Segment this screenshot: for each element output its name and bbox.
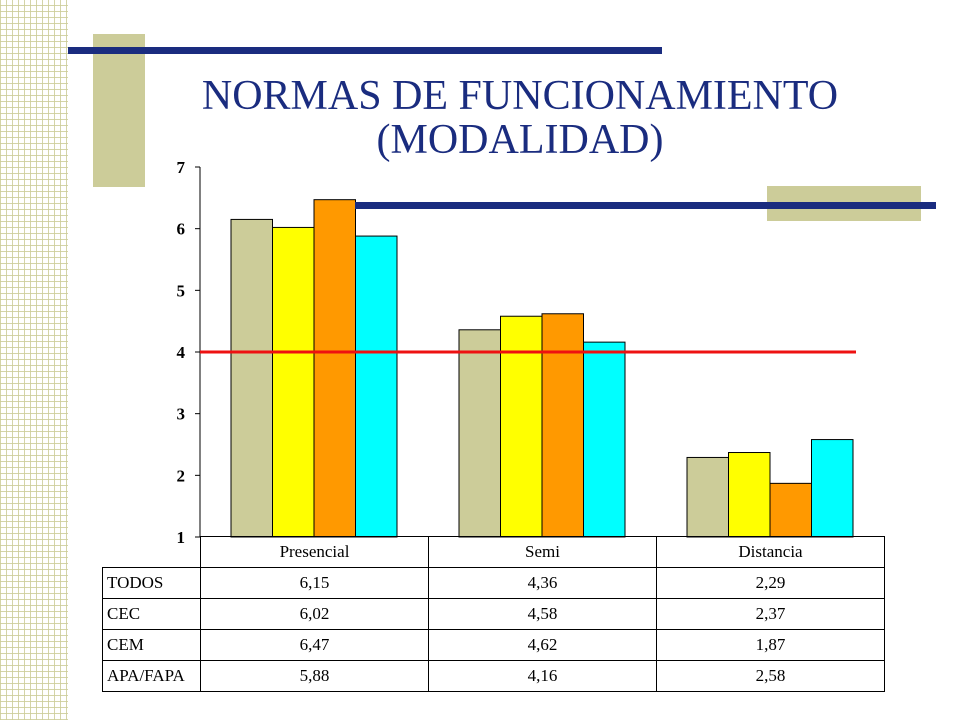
decorative-block-left [93,34,145,187]
table-row: APA/FAPA 5,88 4,16 2,58 [102,660,885,692]
slide-title-line1: NORMAS DE FUNCIONAMIENTO [201,73,839,119]
data-cell: 4,16 [428,660,657,692]
y-tick-label: 7 [177,158,186,177]
data-cell: 6,02 [200,598,429,630]
bar-cem-distancia [769,482,812,538]
y-tick-label: 3 [177,405,186,424]
data-cell: 2,29 [656,567,885,599]
bar-cec-semi [500,315,543,538]
data-cell: 6,15 [200,567,429,599]
data-cell: 4,58 [428,598,657,630]
category-header: Distancia [656,536,885,568]
table-row: CEM 6,47 4,62 1,87 [102,629,885,661]
bar-apa-fapa-distancia [811,439,854,538]
series-label: TODOS [102,567,201,599]
bar-todos-semi [458,329,501,538]
bar-cec-distancia [728,452,771,538]
category-header: Semi [428,536,657,568]
y-tick-label: 6 [177,220,186,239]
data-cell: 2,37 [656,598,885,630]
data-cell: 5,88 [200,660,429,692]
bar-apa-fapa-presencial [355,235,398,538]
decorative-line-right [355,202,936,209]
data-cell: 1,87 [656,629,885,661]
slide-title: NORMAS DE FUNCIONAMIENTO (MODALIDAD) [150,74,890,162]
data-table: Presencial Semi Distancia TODOS 6,15 4,3… [102,536,885,692]
data-cell: 6,47 [200,629,429,661]
y-tick-label: 5 [177,281,186,300]
series-label: CEC [102,598,201,630]
data-cell: 2,58 [656,660,885,692]
decorative-pattern-strip [0,0,68,720]
bars [230,199,854,538]
series-label: CEM [102,629,201,661]
bar-cec-presencial [272,226,315,538]
decorative-line-top [68,47,662,54]
bar-todos-distancia [686,456,729,538]
bar-apa-fapa-semi [583,341,626,538]
y-axis: 1 2 3 4 5 6 7 [177,158,201,547]
slide-title-line2: (MODALIDAD) [376,117,664,163]
data-cell: 4,36 [428,567,657,599]
table-row: CEC 6,02 4,58 2,37 [102,598,885,630]
table-header-row: Presencial Semi Distancia [103,536,885,568]
bar-cem-semi [541,313,584,538]
bar-cem-presencial [313,199,356,538]
y-tick-label: 4 [177,343,186,362]
data-cell: 4,62 [428,629,657,661]
bar-todos-presencial [230,218,273,538]
y-tick-label: 1 [177,528,186,547]
y-tick-label: 2 [177,466,186,485]
table-corner [103,537,201,568]
category-header: Presencial [200,536,429,568]
table-row: TODOS 6,15 4,36 2,29 [102,567,885,599]
series-label: APA/FAPA [102,660,201,692]
